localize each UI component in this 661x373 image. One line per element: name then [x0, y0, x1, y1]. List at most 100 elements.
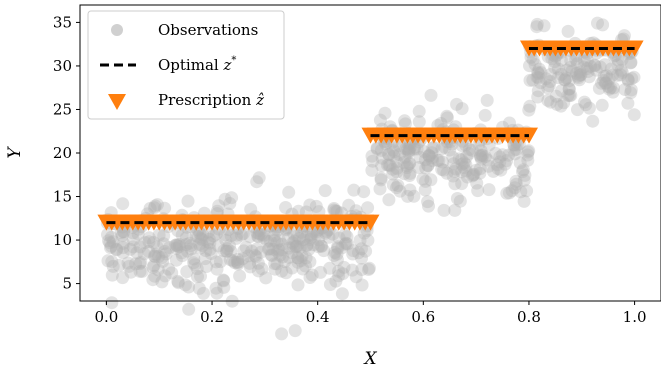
observation-point	[610, 68, 624, 82]
observation-point	[270, 257, 284, 271]
observation-point	[159, 247, 173, 261]
observation-point	[440, 166, 454, 180]
observation-point	[374, 171, 388, 185]
observation-point	[374, 173, 388, 187]
observation-point	[329, 274, 343, 288]
observation-point	[403, 156, 417, 170]
observation-point	[323, 261, 337, 275]
observation-point	[142, 231, 156, 245]
observation-point	[432, 153, 446, 167]
observation-point	[193, 226, 207, 240]
observation-point	[244, 202, 258, 216]
observation-point	[147, 258, 161, 272]
observation-point	[507, 138, 521, 152]
observation-point	[210, 204, 224, 218]
observation-point	[518, 168, 532, 182]
observation-point	[209, 227, 223, 241]
observation-point	[507, 143, 521, 157]
observation-point	[480, 93, 494, 107]
observation-point	[265, 249, 279, 262]
observation-point	[295, 225, 309, 239]
observation-point	[387, 149, 401, 163]
observation-point	[625, 72, 639, 85]
observation-point	[288, 324, 302, 338]
observation-point	[424, 173, 438, 187]
observation-point	[148, 199, 162, 213]
observation-point	[508, 147, 522, 161]
observation-point	[598, 58, 612, 72]
observation-point	[337, 260, 351, 274]
observation-point	[323, 278, 337, 291]
observation-point	[615, 65, 629, 79]
observation-point	[268, 257, 282, 271]
observation-point	[104, 230, 118, 244]
observation-point	[179, 231, 193, 245]
observation-point	[106, 235, 120, 249]
observation-point	[537, 19, 551, 33]
observation-point	[255, 262, 269, 276]
observation-point	[597, 74, 610, 87]
observation-point	[419, 174, 432, 188]
observation-point	[401, 189, 415, 203]
observation-point	[474, 150, 488, 164]
observation-point	[582, 70, 596, 84]
observation-point	[148, 269, 162, 283]
observation-point	[614, 68, 628, 82]
observation-point	[198, 252, 212, 266]
observation-point	[514, 185, 528, 199]
observation-point	[282, 241, 296, 255]
observation-point	[318, 184, 332, 198]
observation-point	[380, 158, 394, 172]
observation-point	[252, 230, 265, 244]
observation-point	[352, 246, 365, 260]
observation-point	[116, 197, 130, 211]
observation-point	[502, 186, 516, 200]
observation-point	[251, 264, 265, 278]
observation-point	[219, 244, 233, 258]
observation-point	[502, 148, 515, 162]
observation-point	[569, 52, 583, 66]
observation-point	[209, 281, 223, 295]
observation-point	[447, 165, 461, 179]
observation-point	[400, 161, 414, 174]
observation-point	[169, 241, 183, 255]
observation-point	[218, 228, 232, 242]
observation-point	[192, 237, 206, 251]
observation-point	[291, 251, 305, 265]
observation-point	[104, 239, 118, 253]
observation-point	[554, 99, 568, 113]
observation-point	[196, 228, 210, 242]
observation-point	[126, 240, 140, 254]
observation-point	[187, 252, 201, 266]
observation-point	[305, 268, 319, 282]
observation-point	[289, 240, 303, 254]
observation-point	[450, 192, 464, 205]
observation-point	[459, 164, 473, 178]
observation-point	[374, 143, 388, 157]
observation-point	[522, 144, 536, 158]
observation-point	[170, 238, 183, 252]
observation-point	[465, 143, 479, 157]
observation-point	[234, 228, 248, 242]
observation-point	[303, 233, 317, 246]
observation-point	[554, 53, 568, 67]
observation-point	[402, 144, 416, 158]
observation-point	[135, 264, 149, 278]
observation-point	[624, 83, 638, 97]
observation-point	[584, 59, 597, 73]
observation-point	[365, 163, 379, 177]
observation-point	[476, 149, 490, 163]
observation-point	[211, 239, 225, 253]
observation-point	[455, 177, 469, 191]
observation-point	[561, 88, 575, 102]
observation-point	[116, 241, 130, 255]
observation-point	[453, 194, 467, 208]
observation-point	[494, 163, 508, 177]
observation-point	[437, 203, 451, 217]
observation-point	[282, 185, 296, 199]
observation-point	[165, 266, 179, 280]
observation-point	[530, 20, 544, 34]
observation-point	[310, 225, 324, 238]
observation-point	[571, 69, 585, 83]
